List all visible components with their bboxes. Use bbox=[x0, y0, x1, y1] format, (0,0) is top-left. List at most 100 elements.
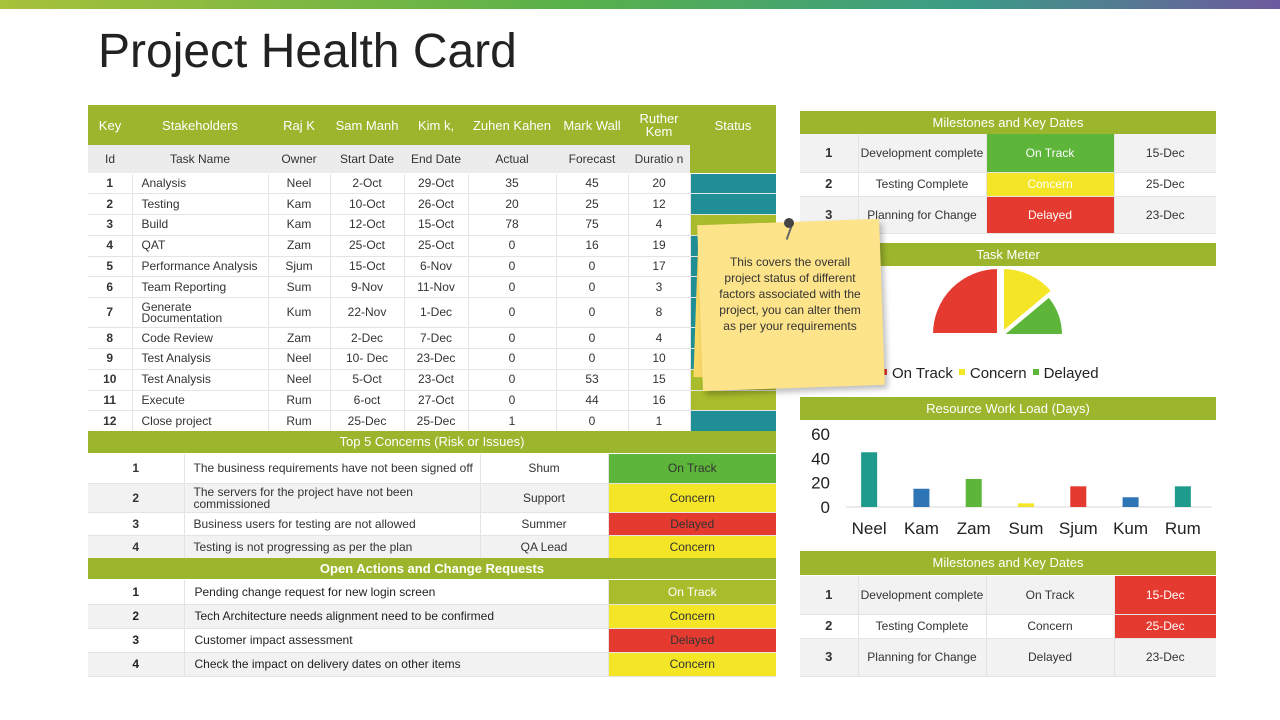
cell-task: Test Analysis bbox=[132, 369, 269, 391]
milestone-row: 2 Testing Complete Concern 25-Dec bbox=[800, 614, 1216, 639]
cell-duration: 20 bbox=[628, 173, 691, 195]
column-subheader: Task Name bbox=[132, 145, 268, 174]
cell-owner: Sjum bbox=[268, 256, 331, 278]
cell-actual: 1 bbox=[468, 410, 557, 433]
milestone-name: Testing Complete bbox=[858, 614, 987, 639]
cell-task: Build bbox=[132, 214, 269, 236]
table-row: 8 Code Review Zam 2-Dec 7-Dec 0 0 4 bbox=[88, 327, 776, 350]
cell-actual: 0 bbox=[468, 235, 557, 257]
x-tick-label: Kum bbox=[1113, 519, 1148, 538]
concern-row: 1 The business requirements have not been… bbox=[88, 454, 776, 484]
status-badge: On Track bbox=[608, 454, 776, 484]
y-tick-label: 0 bbox=[821, 498, 830, 517]
status-badge: Concern bbox=[986, 172, 1115, 197]
status-badge: Delayed bbox=[608, 628, 776, 653]
cell-start: 22-Nov bbox=[330, 297, 405, 329]
milestone-status: Concern bbox=[986, 614, 1115, 639]
column-header: Mark Wall bbox=[556, 105, 628, 145]
milestone-date: 15-Dec bbox=[1114, 134, 1216, 173]
table-row: 3 Build Kam 12-Oct 15-Oct 78 75 4 bbox=[88, 214, 776, 236]
cell-owner: Kum bbox=[268, 297, 331, 329]
cell-duration: 4 bbox=[628, 214, 691, 236]
cell-end: 25-Oct bbox=[404, 235, 469, 257]
concern-owner: Summer bbox=[480, 512, 609, 536]
cell-forecast: 0 bbox=[556, 256, 629, 278]
sticky-note-text: This covers the overall project status o… bbox=[719, 255, 861, 333]
cell-owner: Sum bbox=[268, 276, 331, 299]
milestone-row: 3 Planning for Change Delayed 23-Dec bbox=[800, 638, 1216, 677]
cell-owner: Neel bbox=[268, 173, 331, 195]
cell-end: 23-Oct bbox=[404, 369, 469, 391]
cell-actual: 35 bbox=[468, 173, 557, 195]
cell-owner: Kam bbox=[268, 214, 331, 236]
action-row: 3 Customer impact assessment Delayed bbox=[88, 628, 776, 653]
status-badge: Concern bbox=[608, 535, 776, 560]
cell-duration: 19 bbox=[628, 235, 691, 257]
column-header: Status bbox=[690, 105, 776, 145]
cell-end: 26-Oct bbox=[404, 193, 469, 216]
meter-slice-delayed bbox=[1000, 295, 1065, 336]
concerns-table: 1 The business requirements have not been… bbox=[88, 454, 776, 560]
action-description: Pending change request for new login scr… bbox=[184, 580, 609, 605]
legend-swatch bbox=[958, 369, 965, 376]
x-tick-label: Sum bbox=[1009, 519, 1044, 538]
action-row: 4 Check the impact on delivery dates on o… bbox=[88, 652, 776, 677]
cell-forecast: 0 bbox=[556, 327, 629, 350]
resource-header: Resource Work Load (Days) bbox=[800, 397, 1216, 420]
legend-swatch bbox=[1032, 369, 1039, 376]
cell-id: 12 bbox=[88, 410, 133, 433]
actions-header: Open Actions and Change Requests bbox=[88, 558, 776, 579]
status-cell bbox=[690, 390, 776, 412]
cell-start: 10- Dec bbox=[330, 348, 405, 370]
cell-actual: 0 bbox=[468, 256, 557, 278]
milestone-name: Planning for Change bbox=[858, 638, 987, 677]
table-row: 12 Close project Rum 25-Dec 25-Dec 1 0 1 bbox=[88, 410, 776, 433]
cell-owner: Rum bbox=[268, 410, 331, 433]
status-cell bbox=[690, 173, 776, 195]
cell-end: 1-Dec bbox=[404, 297, 469, 329]
cell-actual: 0 bbox=[468, 327, 557, 350]
cell-forecast: 75 bbox=[556, 214, 629, 236]
cell-duration: 8 bbox=[628, 297, 691, 329]
cell-forecast: 25 bbox=[556, 193, 629, 216]
cell-start: 15-Oct bbox=[330, 256, 405, 278]
cell-actual: 0 bbox=[468, 276, 557, 299]
milestone-number: 1 bbox=[800, 576, 859, 615]
milestone-status: On Track bbox=[986, 576, 1115, 615]
column-header: Zuhen Kahen bbox=[468, 105, 556, 145]
concern-number: 1 bbox=[88, 454, 185, 484]
cell-id: 11 bbox=[88, 390, 133, 412]
cell-start: 5-Oct bbox=[330, 369, 405, 391]
cell-forecast: 45 bbox=[556, 173, 629, 195]
x-tick-label: Zam bbox=[957, 519, 991, 538]
action-description: Customer impact assessment bbox=[184, 628, 609, 653]
cell-start: 25-Dec bbox=[330, 410, 405, 433]
action-number: 2 bbox=[88, 604, 185, 629]
cell-duration: 15 bbox=[628, 369, 691, 391]
top-gradient-bar bbox=[0, 0, 1280, 9]
cell-actual: 0 bbox=[468, 297, 557, 329]
cell-forecast: 44 bbox=[556, 390, 629, 412]
cell-forecast: 0 bbox=[556, 348, 629, 370]
resource-bar-chart: 0 20 40 60 Neel Kam Zam Sum Sjum Kum Rum bbox=[811, 425, 1212, 538]
table-row: 9 Test Analysis Neel 10- Dec 23-Dec 0 0 10 bbox=[88, 348, 776, 370]
milestone-name: Development complete bbox=[858, 134, 987, 173]
bar-rum bbox=[1174, 486, 1191, 507]
action-number: 1 bbox=[88, 580, 185, 605]
x-tick-label: Kam bbox=[904, 519, 939, 538]
x-tick-label: Sjum bbox=[1059, 519, 1098, 538]
concern-row: 2 The servers for the project have not be… bbox=[88, 483, 776, 513]
cell-end: 15-Oct bbox=[404, 214, 469, 236]
cell-end: 11-Nov bbox=[404, 276, 469, 299]
legend-label: Concern bbox=[969, 365, 1027, 382]
cell-actual: 78 bbox=[468, 214, 557, 236]
table-row: 10 Test Analysis Neel 5-Oct 23-Oct 0 53 15 bbox=[88, 369, 776, 391]
milestone-row: 1 Development complete On Track 15-Dec bbox=[800, 134, 1216, 173]
y-tick-label: 40 bbox=[811, 449, 830, 468]
milestone-number: 2 bbox=[800, 172, 859, 197]
cell-duration: 1 bbox=[628, 410, 691, 433]
status-badge: On Track bbox=[608, 580, 776, 605]
cell-end: 7-Dec bbox=[404, 327, 469, 350]
cell-task: QAT bbox=[132, 235, 269, 257]
milestone-row: 2 Testing Complete Concern 25-Dec bbox=[800, 172, 1216, 197]
